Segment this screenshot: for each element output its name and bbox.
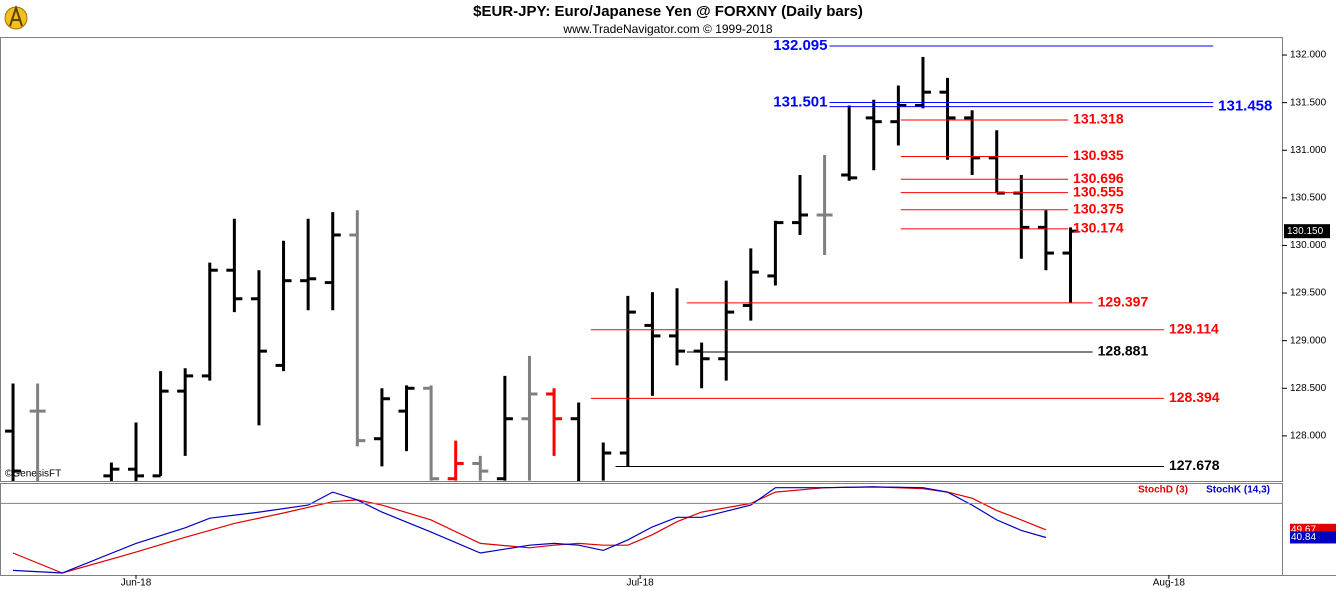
chart-title: $EUR-JPY: Euro/Japanese Yen @ FORXNY (Da… [473, 3, 863, 20]
level-label: 129.397 [1098, 294, 1149, 310]
stoch-plot [12, 486, 1047, 574]
level-label: 132.095 [773, 37, 827, 54]
y-tick-label: 130.500 [1290, 192, 1327, 203]
stoch-last-box [1290, 531, 1336, 544]
y-tick-label: 131.000 [1290, 145, 1327, 156]
x-tick-label: Jul-18 [627, 578, 655, 589]
price-frame [0, 37, 1283, 482]
logo [4, 4, 28, 30]
x-tick-label: Aug-18 [1153, 578, 1186, 589]
y-tick-label: 128.500 [1290, 383, 1327, 394]
level-label: 128.394 [1169, 389, 1220, 405]
credit: ©GenesisFT [5, 469, 61, 480]
level-label: 127.678 [1169, 457, 1220, 473]
y-tick-label: 131.500 [1290, 97, 1327, 108]
stoch-last-label: 49.67 [1291, 524, 1316, 535]
last-price-box [1284, 224, 1330, 239]
y-tick-label: 129.500 [1290, 288, 1327, 299]
y-tick-label: 129.000 [1290, 335, 1327, 346]
level-label: 130.555 [1073, 183, 1124, 199]
legend-entry: StochD (3) [1138, 485, 1188, 496]
level-label: 130.375 [1073, 200, 1124, 216]
y-tick-label: 128.000 [1290, 431, 1327, 442]
level-label: 130.935 [1073, 147, 1124, 163]
chart-subtitle: www.TradeNavigator.com © 1999-2018 [562, 22, 772, 36]
level-label: 130.696 [1073, 170, 1124, 186]
y-tick-label: 130.000 [1290, 240, 1327, 251]
level-label: 129.114 [1169, 321, 1219, 337]
plot [5, 56, 1079, 481]
stoch-line [12, 486, 1047, 574]
legend-entry: StochK (14,3) [1206, 485, 1270, 496]
last-price-label: 130.150 [1287, 226, 1324, 237]
x-tick-label: Jun-18 [121, 578, 152, 589]
y-tick-label: 132.000 [1290, 50, 1327, 61]
level-label: 131.318 [1073, 111, 1124, 127]
stoch-last-label: 40.84 [1291, 532, 1316, 543]
level-label: 130.174 [1073, 220, 1124, 236]
level-label: 131.458 [1218, 98, 1272, 115]
level-label: 131.501 [773, 94, 827, 111]
level-label: 128.881 [1098, 343, 1149, 359]
